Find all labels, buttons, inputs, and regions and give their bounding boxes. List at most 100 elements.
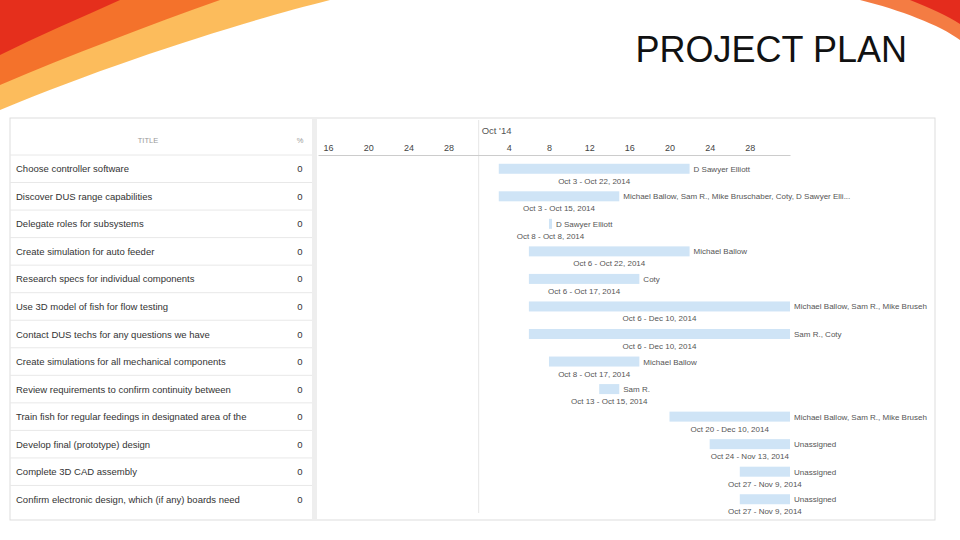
column-header: % <box>297 136 304 145</box>
date-label: Oct 3 - Oct 15, 2014 <box>523 204 596 213</box>
task-name: Create simulations for all mechanical co… <box>16 356 226 367</box>
task-table: Choose controller software 0 Discover DUS … <box>10 155 312 505</box>
task-name: Train fish for regular feedings in desig… <box>16 411 246 422</box>
tick: 20 <box>665 143 675 155</box>
bar-labels: D Sawyer Elliott Oct 3 - Oct 22, 2014 Mich… <box>517 165 927 516</box>
date-label: Oct 3 - Oct 22, 2014 <box>558 177 631 186</box>
task-bar <box>710 439 790 449</box>
column-header: TITLE <box>138 136 158 145</box>
date-label: Oct 24 - Nov 13, 2014 <box>711 452 790 461</box>
task-percent: 0 <box>297 466 302 477</box>
task-bar <box>549 219 552 229</box>
date-label: Oct 6 - Dec 10, 2014 <box>623 342 697 351</box>
date-label: Oct 6 - Oct 22, 2014 <box>573 259 646 268</box>
assignee-label: Michael Ballow, Sam R., Mike Bruseh <box>794 302 927 311</box>
task-name: Discover DUS range capabilities <box>16 191 152 202</box>
swoosh <box>0 0 220 85</box>
task-name: Develop final (prototype) design <box>16 439 150 450</box>
row-separator <box>10 292 312 293</box>
tick: 4 <box>507 143 512 155</box>
task-percent: 0 <box>297 163 302 174</box>
swoosh <box>910 0 960 24</box>
task-bar <box>529 329 790 339</box>
tick-label: 8 <box>547 143 552 153</box>
tick-label: 20 <box>364 143 374 153</box>
task-bar <box>740 467 790 477</box>
assignee-label: Michael Ballow <box>694 247 748 256</box>
assignee-label: D Sawyer Elliott <box>556 220 613 229</box>
assignee-label: Unassigned <box>794 495 836 504</box>
task-name: Review requirements to confirm continuit… <box>16 384 231 395</box>
tick: 12 <box>585 143 595 155</box>
date-label: Oct 20 - Dec 10, 2014 <box>691 425 770 434</box>
tick-label: 20 <box>665 143 675 153</box>
task-name: Contact DUS techs for any questions we h… <box>16 329 210 340</box>
task-percent: 0 <box>297 246 302 257</box>
month-divider <box>478 120 479 513</box>
task-bar <box>669 412 790 422</box>
tick: 28 <box>444 143 454 155</box>
task-name: Use 3D model of fish for flow testing <box>16 301 168 312</box>
row-separator <box>10 402 312 403</box>
task-bar <box>499 191 620 201</box>
task-name: Confirm electronic design, which (if any… <box>16 494 240 505</box>
task-bar <box>549 357 639 367</box>
assignee-label: Michael Ballow, Sam R., Mike Bruschaber,… <box>623 192 850 201</box>
axis-line <box>319 155 791 156</box>
swoosh <box>0 0 330 110</box>
task-percent: 0 <box>297 384 302 395</box>
tick-label: 12 <box>585 143 595 153</box>
panel-splitter <box>312 118 317 520</box>
tick: 8 <box>547 143 552 155</box>
date-label: Oct 8 - Oct 17, 2014 <box>558 370 631 379</box>
task-percent: 0 <box>297 301 302 312</box>
task-bar <box>529 301 790 311</box>
task-bar <box>599 384 619 394</box>
tick: 16 <box>324 143 334 155</box>
decoration <box>0 0 960 110</box>
tick: 16 <box>625 143 635 155</box>
task-percent: 0 <box>297 439 302 450</box>
tick: 28 <box>745 143 755 155</box>
tick: 20 <box>364 143 374 155</box>
task-bar <box>499 164 690 174</box>
bars <box>499 164 790 504</box>
assignee-label: Unassigned <box>794 468 836 477</box>
task-percent: 0 <box>297 411 302 422</box>
tick-label: 16 <box>625 143 635 153</box>
assignee-label: Sam R., Coty <box>794 330 842 339</box>
panel-frame <box>10 118 935 520</box>
row-separator <box>10 320 312 321</box>
task-percent: 0 <box>297 273 302 284</box>
tick-label: 4 <box>507 143 512 153</box>
row-separator <box>10 457 312 458</box>
task-percent: 0 <box>297 494 302 505</box>
task-bar <box>529 246 690 256</box>
assignee-label: Unassigned <box>794 440 836 449</box>
date-label: Oct 6 - Oct 17, 2014 <box>548 287 621 296</box>
date-label: Oct 6 - Dec 10, 2014 <box>623 314 697 323</box>
tick-label: 28 <box>745 143 755 153</box>
task-bar <box>740 494 790 504</box>
task-name: Delegate roles for subsystems <box>16 218 144 229</box>
row-separator <box>10 210 312 211</box>
month-label: Oct '14 <box>482 125 512 136</box>
task-percent: 0 <box>297 218 302 229</box>
assignee-label: Coty <box>643 275 659 284</box>
slide-title: PROJECT PLAN <box>636 29 907 70</box>
date-label: Oct 27 - Nov 9, 2014 <box>728 480 802 489</box>
row-separator <box>10 347 312 348</box>
assignee-label: Michael Ballow <box>643 358 697 367</box>
row-separator <box>10 182 312 183</box>
assignee-label: Michael Ballow, Sam R., Mike Bruseh <box>794 413 927 422</box>
tick-label: 24 <box>404 143 414 153</box>
task-name: Create simulation for auto feeder <box>16 246 154 257</box>
row-separator <box>10 237 312 238</box>
date-label: Oct 8 - Oct 8, 2014 <box>517 232 585 241</box>
tick-label: 24 <box>705 143 715 153</box>
task-name: Choose controller software <box>16 163 129 174</box>
row-separator <box>10 155 312 156</box>
task-name: Research specs for individual components <box>16 273 195 284</box>
date-label: Oct 27 - Nov 9, 2014 <box>728 507 802 516</box>
task-percent: 0 <box>297 356 302 367</box>
